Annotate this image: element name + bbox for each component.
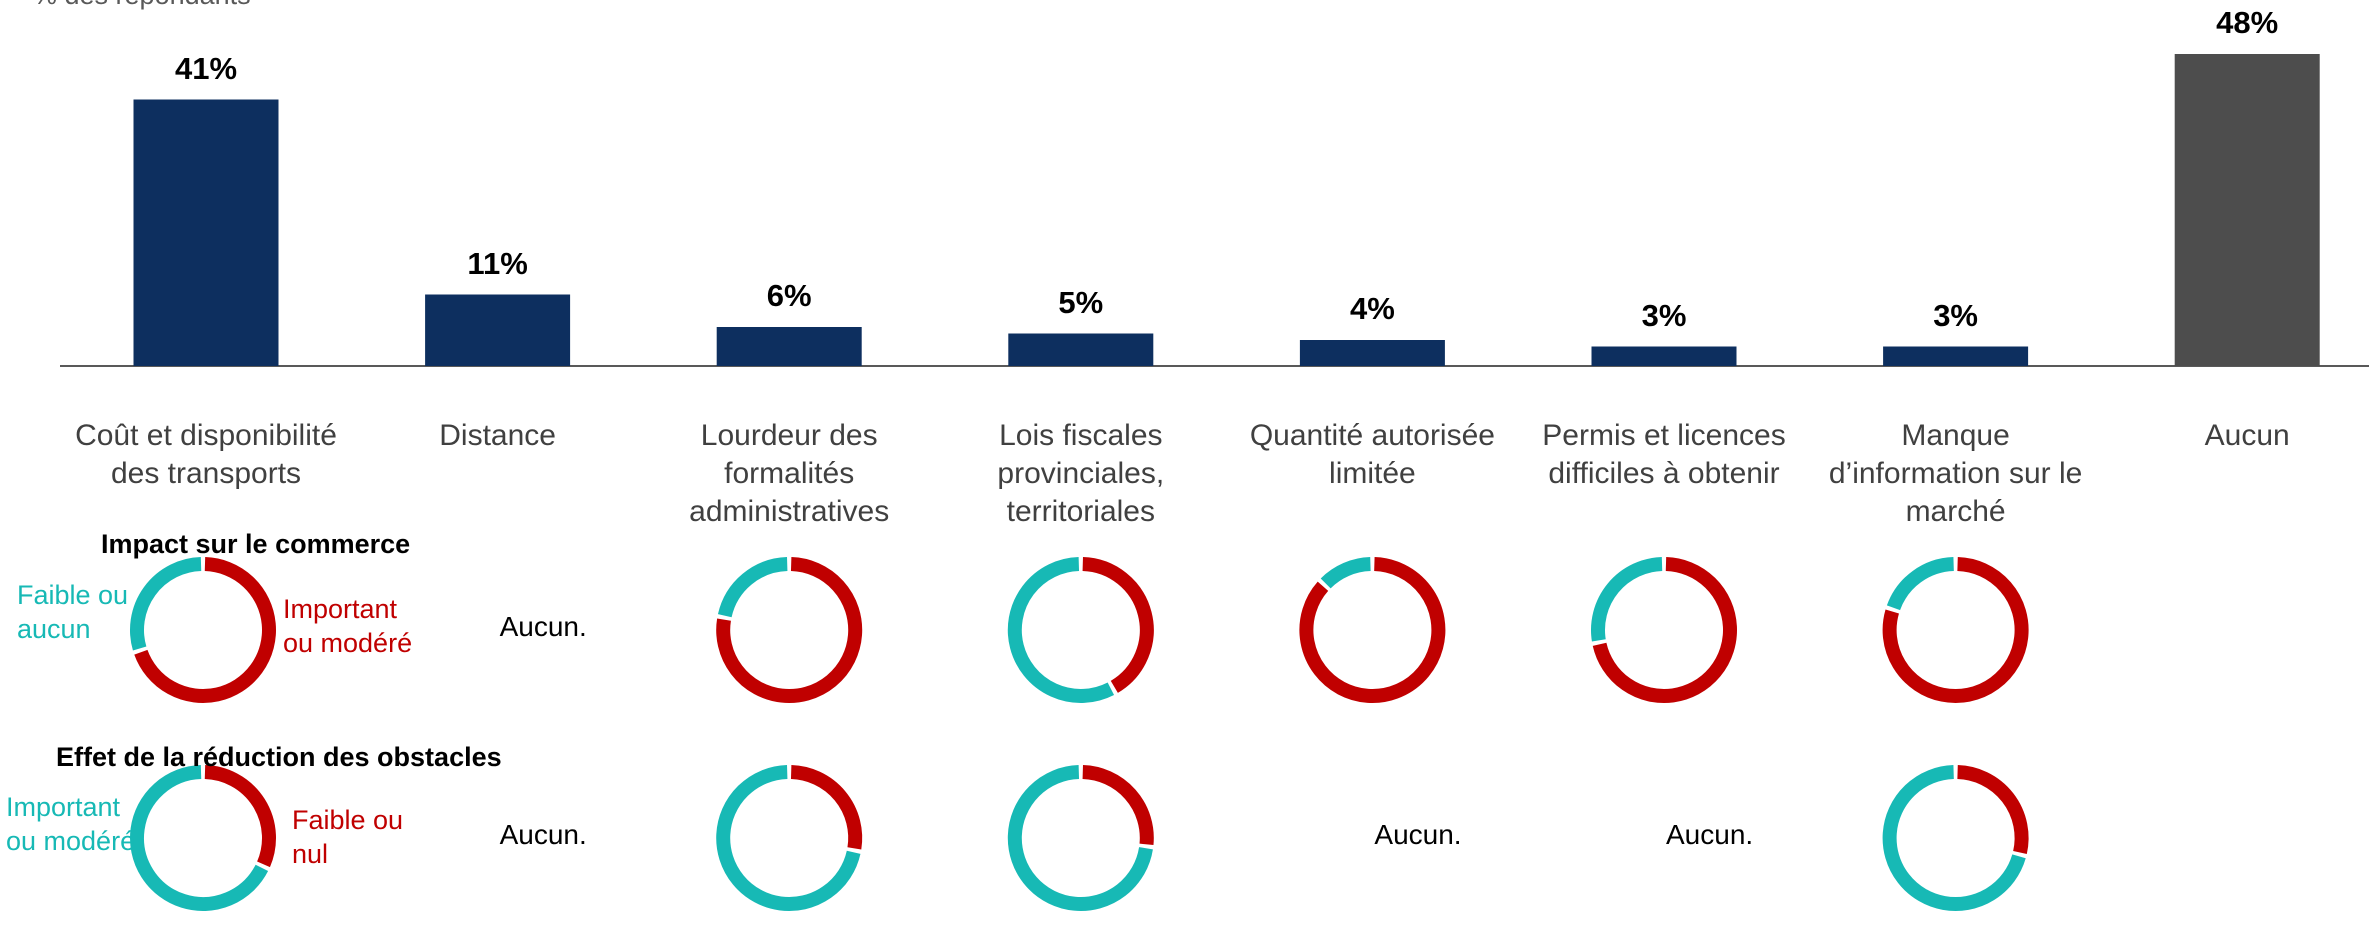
category-label: Distance	[439, 419, 556, 452]
category-label: Permis et licences difficiles à obtenir	[1542, 419, 1786, 490]
subtitle: % des répondants	[33, 0, 251, 12]
category-label: Aucun	[2204, 419, 2290, 452]
donut-segment	[1082, 765, 1154, 845]
value-label: 4%	[1349, 291, 1395, 326]
donut-segment	[716, 765, 861, 911]
category-label: Lourdeur des formalités administratives	[689, 419, 890, 528]
value-label: 11%	[467, 245, 528, 281]
donut-segment	[1957, 765, 2029, 855]
donut-segment	[204, 765, 276, 868]
donut-segment	[1007, 765, 1153, 911]
donut-segment	[134, 557, 276, 703]
bar	[1591, 346, 1737, 366]
legend-label: Faible ou nul	[292, 805, 404, 869]
donut-segment	[1882, 765, 2026, 911]
empty-label: Aucun.	[499, 819, 587, 850]
bar	[1299, 340, 1445, 366]
donut-segment	[130, 557, 202, 651]
category-label: Quantité autorisée limitée	[1249, 419, 1495, 490]
category-label: Manque d’information sur le marché	[1828, 419, 2083, 528]
value-label: 48%	[2216, 5, 2279, 40]
donut-segment	[1007, 557, 1115, 703]
value-label: 41%	[174, 50, 238, 86]
donut-segment	[1320, 557, 1371, 589]
category-label: Coût et disponibilité des transports	[75, 419, 337, 490]
donut-segment	[716, 557, 863, 703]
section-title: Effet de la réduction des obstacles	[56, 742, 502, 772]
donut-segment	[1882, 557, 2029, 703]
value-label: 6%	[766, 278, 812, 313]
value-label: 3%	[1641, 297, 1687, 333]
empty-label: Aucun.	[499, 611, 587, 642]
donut-segment	[790, 765, 863, 850]
donut-segment	[1082, 557, 1154, 693]
bar	[2174, 54, 2320, 366]
bar	[716, 327, 862, 366]
bar	[425, 294, 571, 366]
donut-segment	[1886, 557, 1955, 611]
empty-label: Aucun.	[1666, 819, 1754, 850]
value-label: 3%	[1933, 297, 1978, 333]
bar	[133, 99, 279, 366]
donut-segment	[1299, 557, 1446, 703]
bar	[1883, 346, 2029, 366]
donut-segment	[717, 557, 788, 618]
donut-segment	[130, 765, 269, 911]
legend-label: Important ou modéré	[283, 594, 413, 658]
bar	[1008, 333, 1154, 366]
donut-segment	[1592, 557, 1737, 703]
empty-label: Aucun.	[1374, 819, 1462, 850]
donut-segment	[1591, 557, 1663, 642]
value-label: 5%	[1058, 284, 1104, 320]
category-label: Lois fiscales provinciales, territoriale…	[997, 419, 1165, 528]
legend-label: Faible ou aucun	[17, 580, 129, 644]
legend-label: Important ou modéré	[6, 792, 136, 856]
section-title: Impact sur le commerce	[101, 529, 411, 559]
